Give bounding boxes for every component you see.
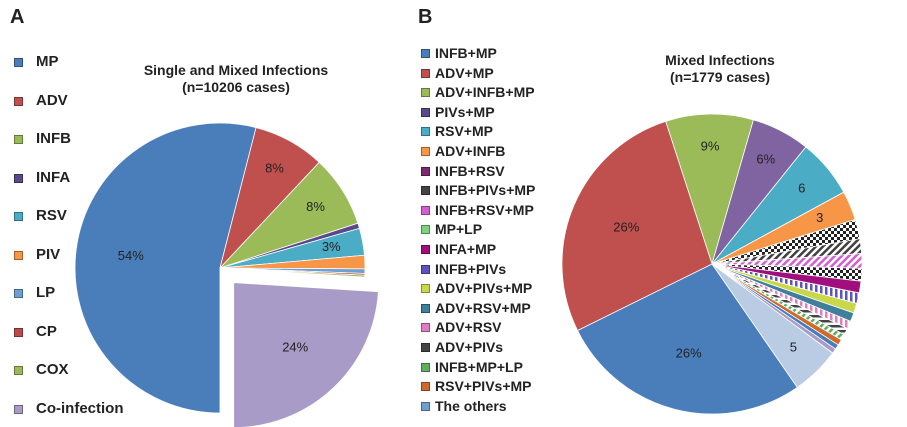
- legend-swatch: [421, 382, 430, 392]
- legend-swatch: [421, 401, 430, 411]
- legend-swatch: [421, 68, 430, 78]
- legend-swatch: [14, 58, 23, 67]
- chart-a-title: Single and Mixed Infections: [143, 62, 329, 78]
- slice-label-pivs-mp: 3: [816, 210, 823, 225]
- legend-label: PIV: [36, 245, 61, 263]
- pie-slice-co-infection: [233, 282, 379, 427]
- pie-slice-infb-mp: [665, 113, 754, 266]
- legend-label: CP: [36, 322, 57, 340]
- legend-label: RSV: [36, 207, 67, 224]
- legend-swatch: [421, 343, 430, 352]
- legend-label: ADV+RSV+MP: [435, 299, 531, 316]
- legend-label: COX: [36, 361, 69, 378]
- legend-label: INFB+MP: [435, 45, 497, 61]
- legend-swatch: [14, 173, 23, 183]
- legend-a: MP ADV INFB INFA RSV PIV LP CP COX Co-infection: [14, 52, 134, 417]
- panel-b-letter: B: [418, 6, 433, 28]
- slice-label-infb: 8%: [306, 199, 325, 214]
- legend-label: ADV+INFB: [435, 143, 506, 159]
- legend-label: MP: [36, 53, 59, 70]
- legend-label: ADV+PIVs: [435, 339, 504, 355]
- legend-swatch: [14, 250, 23, 260]
- legend-label: The others: [435, 397, 507, 414]
- chart-a-subtitle: (n=10206 cases): [182, 79, 290, 95]
- legend-swatch: [14, 96, 23, 106]
- legend-label: INFA: [36, 168, 71, 186]
- legend-label: LP: [36, 284, 56, 301]
- legend-swatch: [14, 212, 23, 221]
- legend-swatch: [421, 225, 430, 235]
- legend-swatch: [421, 245, 430, 254]
- legend-b: INFB+MP ADV+MP ADV+INFB+MP PIVs+MP RSV+MP ADV…: [421, 44, 571, 424]
- legend-swatch: [421, 264, 430, 274]
- slice-label-infb-mp: 9%: [701, 138, 720, 153]
- legend-swatch: [14, 135, 23, 144]
- legend-swatch: [14, 366, 23, 375]
- legend-swatch: [14, 404, 23, 414]
- legend-swatch: [14, 327, 23, 337]
- legend-swatch: [421, 49, 430, 58]
- chart-b-title-block: Mixed Infections (n=1779 cases): [610, 52, 830, 86]
- legend-swatch: [421, 186, 430, 196]
- legend-label: PIVs+MP: [435, 103, 495, 120]
- legend-label: ADV: [36, 91, 68, 109]
- pie-slice-adv: [561, 120, 713, 332]
- slice-label-adv: 26%: [613, 219, 639, 234]
- legend-swatch: [421, 323, 430, 333]
- legend-label: ADV+PIVs+MP: [435, 280, 533, 297]
- legend-swatch: [421, 88, 430, 98]
- legend-swatch: [421, 166, 430, 176]
- slice-label-rsv: 3%: [322, 239, 341, 254]
- legend-label: INFB+PIVs: [435, 260, 507, 277]
- pie-slice-mp: [577, 263, 798, 415]
- legend-swatch: [421, 362, 430, 372]
- legend-label: Co-infection: [36, 399, 124, 417]
- pie-chart-a: 54% 8% 8% 3% 24%: [74, 122, 379, 427]
- legend-swatch: [421, 303, 430, 313]
- legend-swatch: [421, 107, 430, 117]
- legend-label: RSV+PIVs+MP: [435, 378, 532, 395]
- legend-label: ADV+RSV: [435, 319, 502, 336]
- legend-swatch: [421, 284, 430, 294]
- slice-label-adv: 8%: [265, 160, 284, 175]
- legend-label: INFB+RSV: [435, 162, 505, 179]
- slice-label-mp: 54%: [118, 248, 144, 263]
- legend-label: RSV+MP: [435, 123, 493, 140]
- chart-b-subtitle: (n=1779 cases): [669, 69, 771, 85]
- legend-label: MP+LP: [435, 221, 483, 238]
- legend-label: INFB: [36, 130, 71, 147]
- legend-label: ADV+MP: [435, 64, 494, 81]
- slice-label-co-infection: 24%: [282, 340, 308, 355]
- slice-label-mp: 26%: [676, 345, 702, 360]
- legend-label: INFB+MP+LP: [435, 358, 523, 375]
- legend-swatch: [14, 289, 23, 298]
- slice-label-the-others: 5: [790, 339, 797, 354]
- legend-swatch: [421, 205, 430, 215]
- chart-a-title-block: Single and Mixed Infections (n=10206 cas…: [98, 62, 374, 96]
- pie-chart-b: 9% 6% 63 5 26% 26%: [561, 113, 863, 415]
- legend-label: INFA+MP: [435, 241, 497, 257]
- legend-swatch: [421, 127, 430, 137]
- pie-slice-cox: [219, 267, 366, 278]
- slice-label-adv-mp: 6%: [756, 152, 775, 167]
- pie-slice-mp: [74, 122, 257, 414]
- legend-label: INFB+RSV+MP: [435, 201, 534, 218]
- slice-label-adv-infb-mp: 6: [798, 180, 805, 195]
- panel-a-letter: A: [10, 6, 25, 28]
- chart-b-title: Mixed Infections: [665, 52, 775, 68]
- legend-label: INFB+PIVs+MP: [435, 182, 536, 199]
- legend-swatch: [421, 147, 430, 156]
- legend-label: ADV+INFB+MP: [435, 84, 535, 101]
